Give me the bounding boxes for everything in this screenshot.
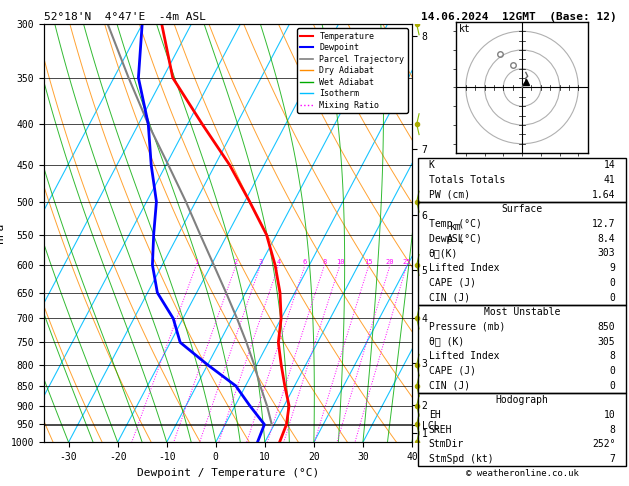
Text: 2: 2 — [234, 259, 238, 265]
Text: 0: 0 — [610, 278, 615, 288]
Text: Surface: Surface — [501, 205, 543, 214]
Text: 14.06.2024  12GMT  (Base: 12): 14.06.2024 12GMT (Base: 12) — [421, 12, 617, 22]
Text: Dewp (°C): Dewp (°C) — [429, 234, 482, 244]
Text: 0: 0 — [610, 381, 615, 391]
Text: Lifted Index: Lifted Index — [429, 351, 499, 361]
Text: θᴀ (K): θᴀ (K) — [429, 337, 464, 347]
Text: 1: 1 — [194, 259, 198, 265]
Text: θᴀ(K): θᴀ(K) — [429, 248, 458, 259]
Text: StmSpd (kt): StmSpd (kt) — [429, 454, 493, 464]
Text: 850: 850 — [598, 322, 615, 332]
Text: Hodograph: Hodograph — [496, 395, 548, 405]
Text: 14: 14 — [604, 160, 615, 170]
Text: Temp (°C): Temp (°C) — [429, 219, 482, 229]
Text: CAPE (J): CAPE (J) — [429, 278, 476, 288]
Text: 10: 10 — [336, 259, 344, 265]
X-axis label: Dewpoint / Temperature (°C): Dewpoint / Temperature (°C) — [137, 468, 319, 478]
Text: SREH: SREH — [429, 425, 452, 434]
Text: 10: 10 — [604, 410, 615, 420]
Text: 6: 6 — [303, 259, 307, 265]
Text: K: K — [429, 160, 435, 170]
Text: 7: 7 — [610, 454, 615, 464]
Text: kt: kt — [459, 24, 471, 35]
Y-axis label: hPa: hPa — [0, 223, 5, 243]
Text: StmDir: StmDir — [429, 439, 464, 450]
Text: 0: 0 — [610, 293, 615, 302]
Text: CIN (J): CIN (J) — [429, 381, 470, 391]
Text: EH: EH — [429, 410, 440, 420]
Y-axis label: km
ASL: km ASL — [447, 223, 465, 244]
Text: 4: 4 — [277, 259, 281, 265]
Text: 8: 8 — [610, 351, 615, 361]
Text: 20: 20 — [386, 259, 394, 265]
Text: 8: 8 — [610, 425, 615, 434]
Text: 12.7: 12.7 — [592, 219, 615, 229]
Text: 41: 41 — [604, 175, 615, 185]
Text: 1.64: 1.64 — [592, 190, 615, 200]
Text: PW (cm): PW (cm) — [429, 190, 470, 200]
Text: 0: 0 — [610, 366, 615, 376]
Legend: Temperature, Dewpoint, Parcel Trajectory, Dry Adiabat, Wet Adiabat, Isotherm, Mi: Temperature, Dewpoint, Parcel Trajectory… — [297, 29, 408, 113]
Text: 25: 25 — [403, 259, 411, 265]
Text: CIN (J): CIN (J) — [429, 293, 470, 302]
Text: 303: 303 — [598, 248, 615, 259]
Text: Lifted Index: Lifted Index — [429, 263, 499, 273]
Text: 252°: 252° — [592, 439, 615, 450]
Text: 8: 8 — [323, 259, 326, 265]
Text: 305: 305 — [598, 337, 615, 347]
Text: CAPE (J): CAPE (J) — [429, 366, 476, 376]
Text: 15: 15 — [365, 259, 373, 265]
Text: © weatheronline.co.uk: © weatheronline.co.uk — [465, 469, 579, 478]
Text: 3: 3 — [259, 259, 263, 265]
Text: 52°18'N  4°47'E  -4m ASL: 52°18'N 4°47'E -4m ASL — [44, 12, 206, 22]
Text: Pressure (mb): Pressure (mb) — [429, 322, 505, 332]
Text: 8.4: 8.4 — [598, 234, 615, 244]
Text: 9: 9 — [610, 263, 615, 273]
Text: Most Unstable: Most Unstable — [484, 307, 560, 317]
Text: Totals Totals: Totals Totals — [429, 175, 505, 185]
